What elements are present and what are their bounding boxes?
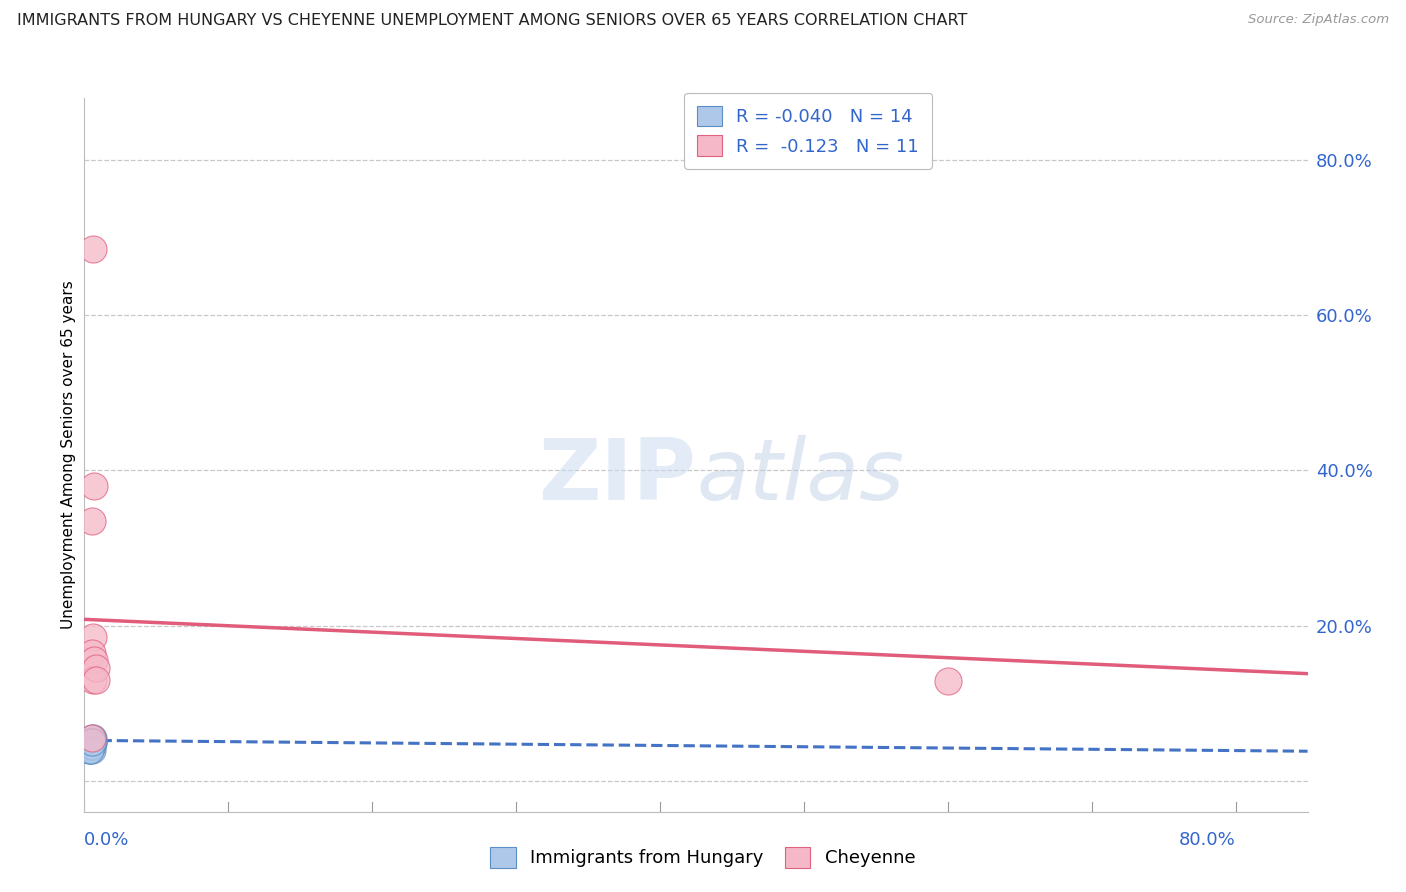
Point	[79, 739, 101, 753]
Point	[80, 735, 103, 749]
Point	[82, 243, 104, 257]
Y-axis label: Unemployment Among Seniors over 65 years: Unemployment Among Seniors over 65 years	[60, 281, 76, 629]
Point	[80, 739, 103, 753]
Point	[84, 673, 107, 687]
Point	[80, 735, 103, 749]
Point	[84, 661, 107, 675]
Point	[79, 742, 101, 756]
Point	[936, 674, 959, 689]
Point	[77, 742, 100, 756]
Point	[82, 731, 104, 745]
Point	[80, 514, 103, 528]
Text: Source: ZipAtlas.com: Source: ZipAtlas.com	[1249, 13, 1389, 27]
Point	[79, 735, 101, 749]
Point	[82, 673, 104, 687]
Point	[82, 735, 104, 749]
Text: 80.0%: 80.0%	[1178, 831, 1236, 849]
Point	[79, 742, 101, 756]
Text: ZIP: ZIP	[538, 434, 696, 518]
Point	[80, 731, 103, 745]
Text: atlas: atlas	[696, 434, 904, 518]
Text: IMMIGRANTS FROM HUNGARY VS CHEYENNE UNEMPLOYMENT AMONG SENIORS OVER 65 YEARS COR: IMMIGRANTS FROM HUNGARY VS CHEYENNE UNEM…	[17, 13, 967, 29]
Legend: R = -0.040   N = 14, R =  -0.123   N = 11: R = -0.040 N = 14, R = -0.123 N = 11	[683, 93, 932, 169]
Point	[80, 731, 103, 745]
Point	[80, 742, 103, 756]
Point	[83, 479, 105, 493]
Point	[80, 646, 103, 660]
Point	[83, 653, 105, 667]
Text: 0.0%: 0.0%	[84, 831, 129, 849]
Point	[82, 630, 104, 644]
Point	[82, 735, 104, 749]
Legend: Immigrants from Hungary, Cheyenne: Immigrants from Hungary, Cheyenne	[479, 836, 927, 879]
Point	[82, 735, 104, 749]
